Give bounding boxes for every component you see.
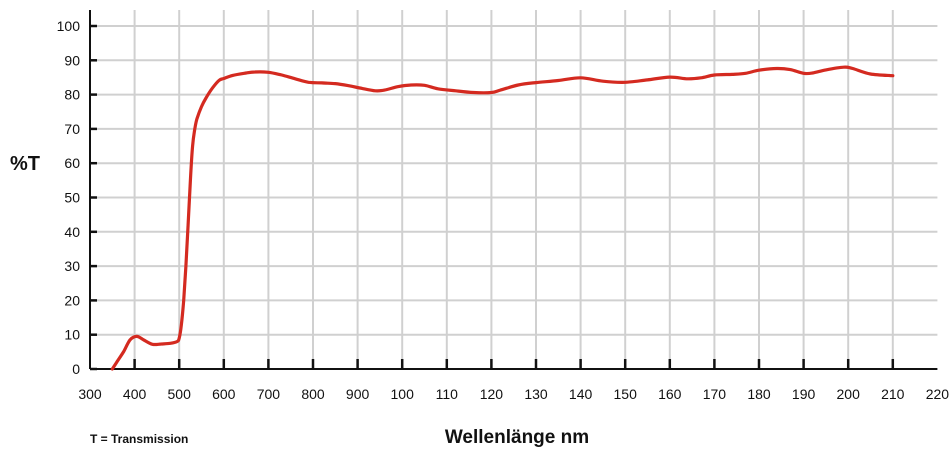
y-axis-label: %T [10,153,40,175]
x-tick-label: 160 [658,386,682,402]
x-tick-label: 100 [391,386,415,402]
x-tick-label: 140 [569,386,593,402]
x-tick-label: 500 [168,386,192,402]
y-tick-label: 10 [64,327,80,343]
y-tick-labels: 0 10 20 30 40 50 60 70 80 90 100 [57,18,81,377]
x-tick-label: 300 [78,386,102,402]
x-tick-label: 700 [257,386,281,402]
y-tick-label: 70 [64,121,80,137]
x-tick-label: 180 [747,386,771,402]
x-axis-label: Wellenlänge nm [445,427,589,448]
transmission-note: T = Transmission [90,432,188,446]
x-tick-label: 120 [480,386,504,402]
x-tick-label: 130 [524,386,548,402]
y-tick-label: 30 [64,258,80,274]
y-tick-label: 20 [64,292,80,308]
y-tick-label: 90 [64,52,80,68]
y-tick-label: 50 [64,190,80,206]
grid [90,10,938,369]
x-tick-label: 800 [301,386,325,402]
x-tick-label: 190 [792,386,816,402]
x-tick-label: 170 [703,386,727,402]
axes [89,10,938,371]
y-tick-label: 0 [72,361,80,377]
y-tick-label: 80 [64,87,80,103]
x-tick-label: 110 [436,386,459,402]
x-tick-label: 900 [346,386,370,402]
series-line [110,65,895,371]
x-tick-label: 210 [881,386,905,402]
y-tick-label: 40 [64,224,80,240]
y-tick-label: 100 [57,18,81,34]
x-tick-label: 400 [123,386,147,402]
x-tick-label: 200 [837,386,861,402]
y-tick-label: 60 [64,155,80,171]
x-tick-labels: 300 400 500 600 700 800 900 100 110 120 130 140 150 1… [78,386,949,402]
x-tick-label: 220 [926,386,950,402]
x-tick-label: 600 [212,386,236,402]
x-tick-label: 150 [614,386,638,402]
